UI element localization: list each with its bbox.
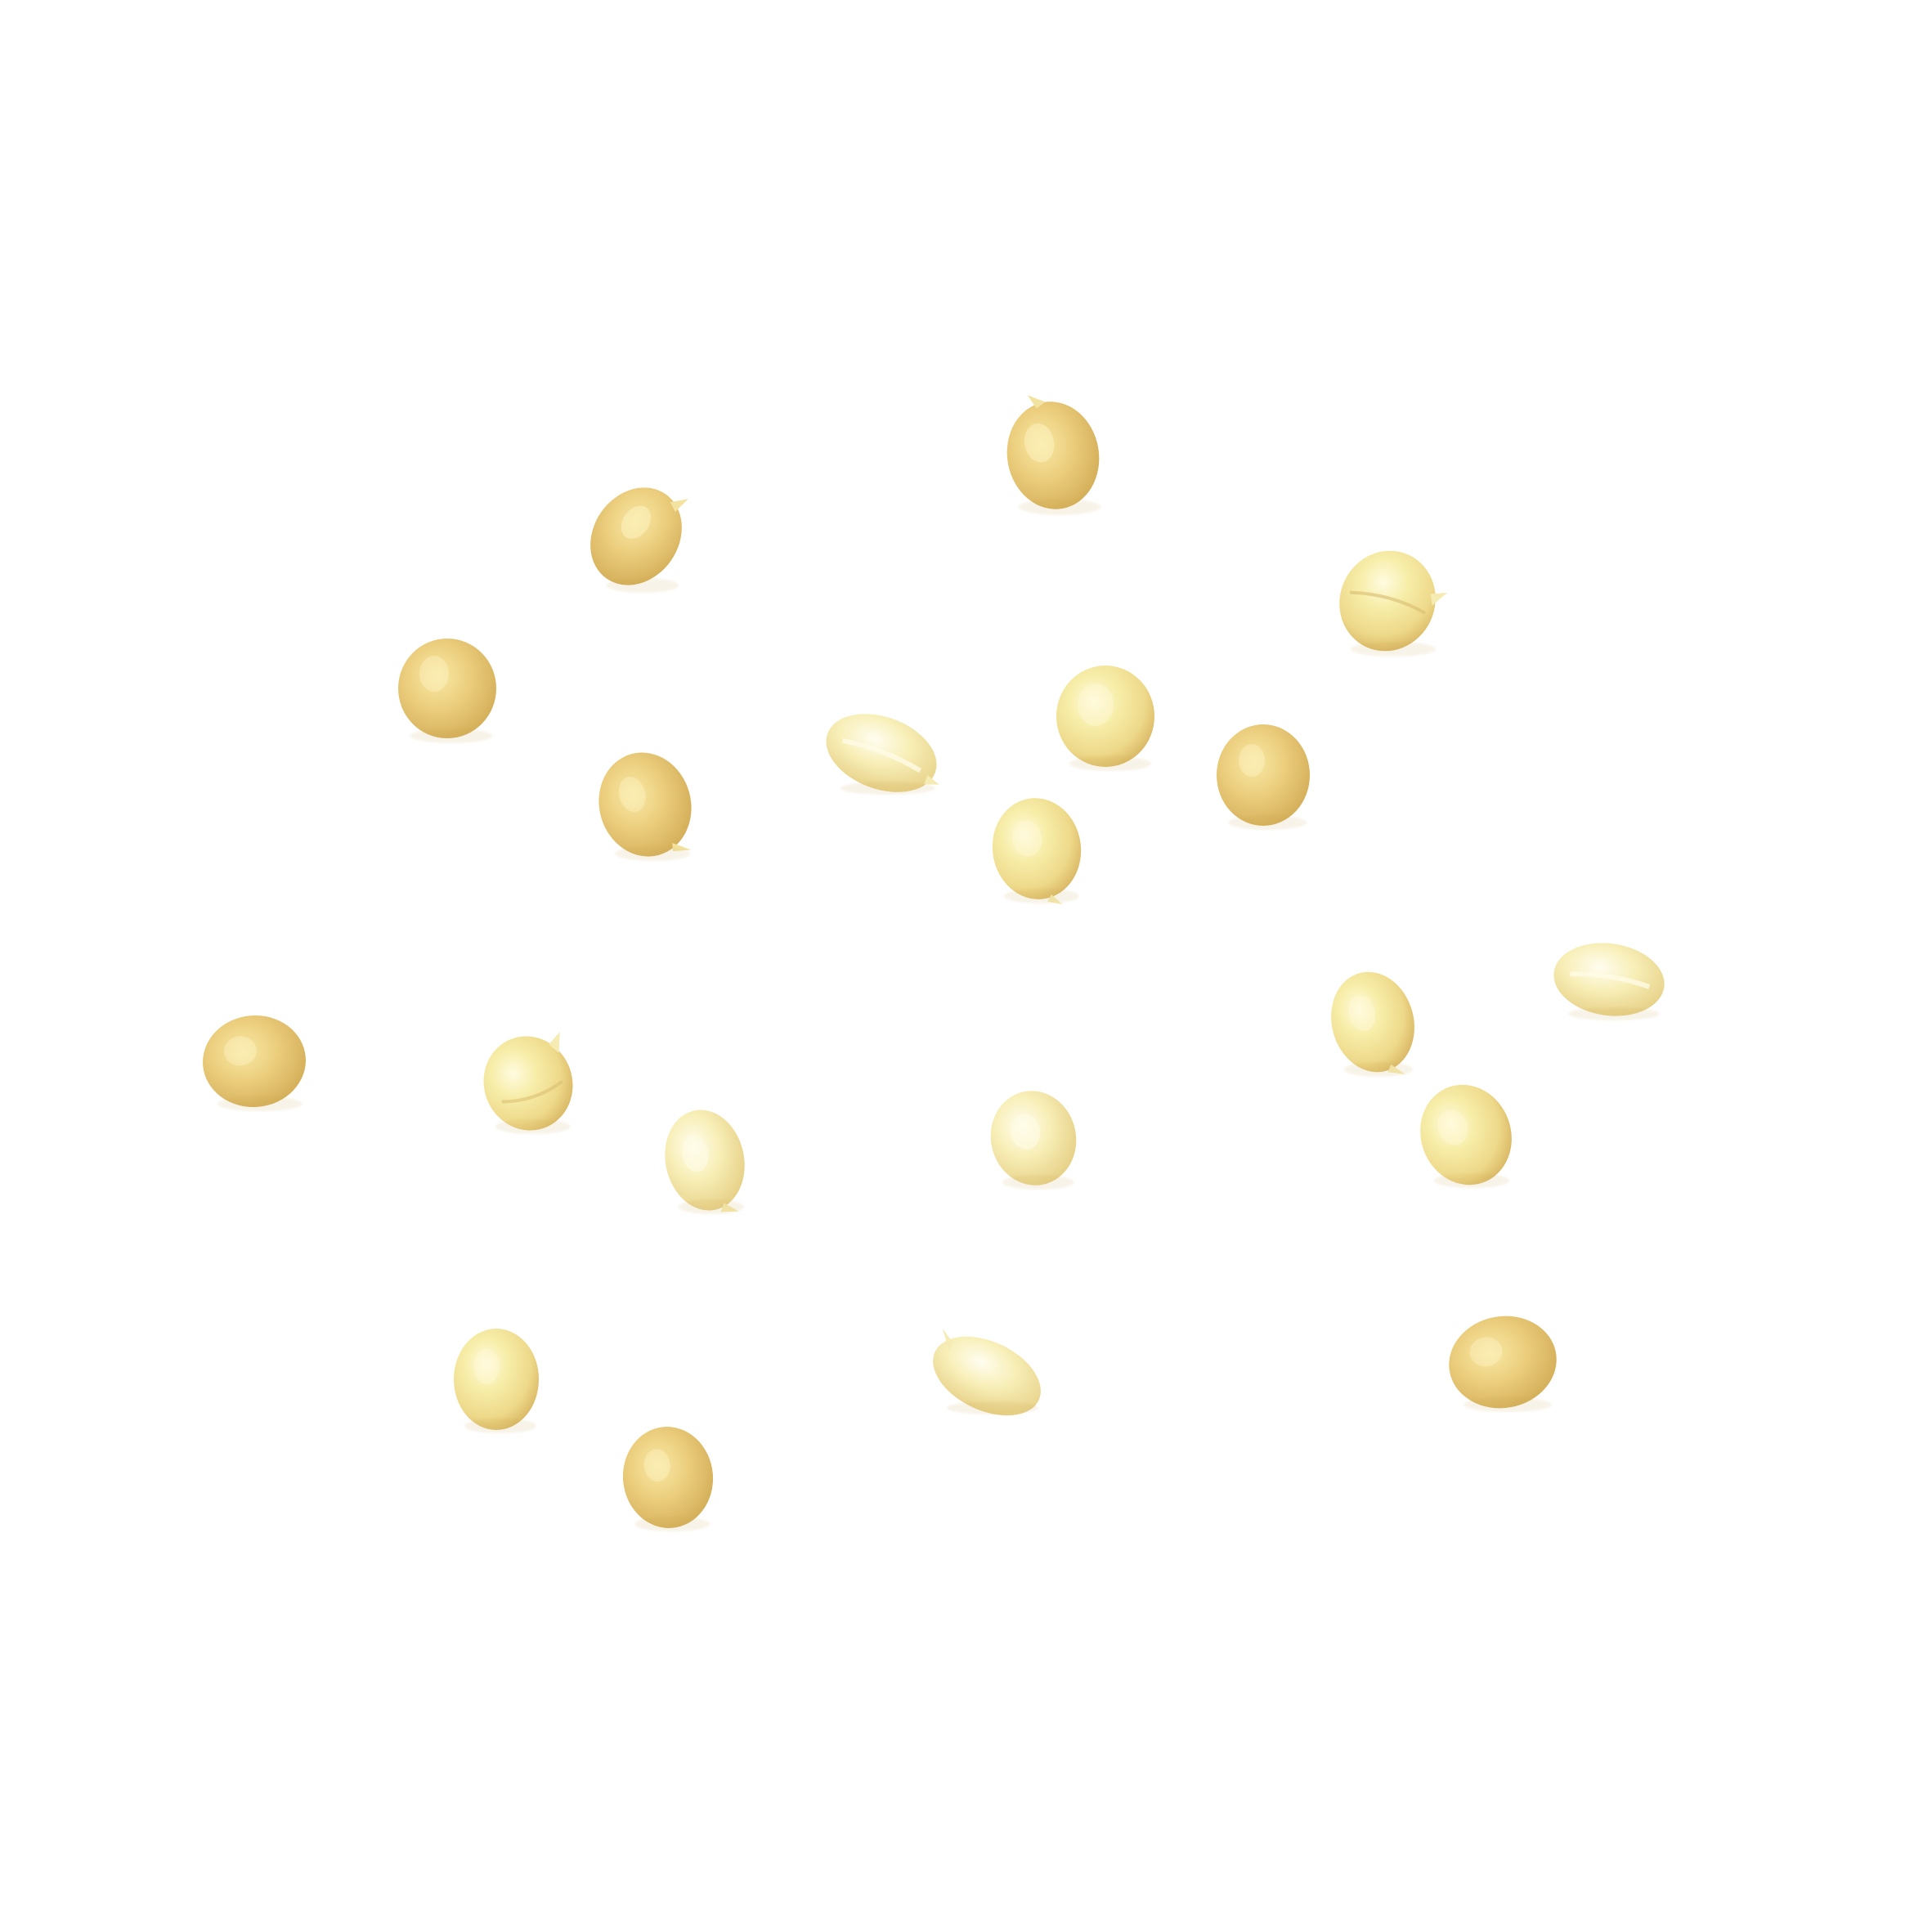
seed-10 — [1331, 971, 1414, 1074]
seed-18 — [933, 1328, 1041, 1416]
seed-11 — [1553, 943, 1665, 1016]
seed-shadows — [217, 499, 1660, 1531]
seed-16 — [1420, 1084, 1512, 1186]
seed-20 — [622, 1427, 714, 1528]
seed-4 — [398, 639, 496, 738]
seed-3 — [1339, 550, 1448, 652]
seed-13 — [483, 1031, 573, 1131]
seed-2 — [590, 487, 688, 585]
seed-17 — [454, 1329, 539, 1430]
seed-5 — [1056, 666, 1154, 767]
seed-8 — [598, 752, 692, 857]
seed-15 — [665, 1109, 745, 1213]
seed-6 — [826, 714, 940, 792]
seed-1 — [1006, 395, 1100, 509]
seed-7 — [1217, 724, 1310, 826]
seed-19 — [1449, 1316, 1557, 1409]
seed-14 — [990, 1091, 1077, 1186]
seed-12 — [203, 1015, 306, 1108]
